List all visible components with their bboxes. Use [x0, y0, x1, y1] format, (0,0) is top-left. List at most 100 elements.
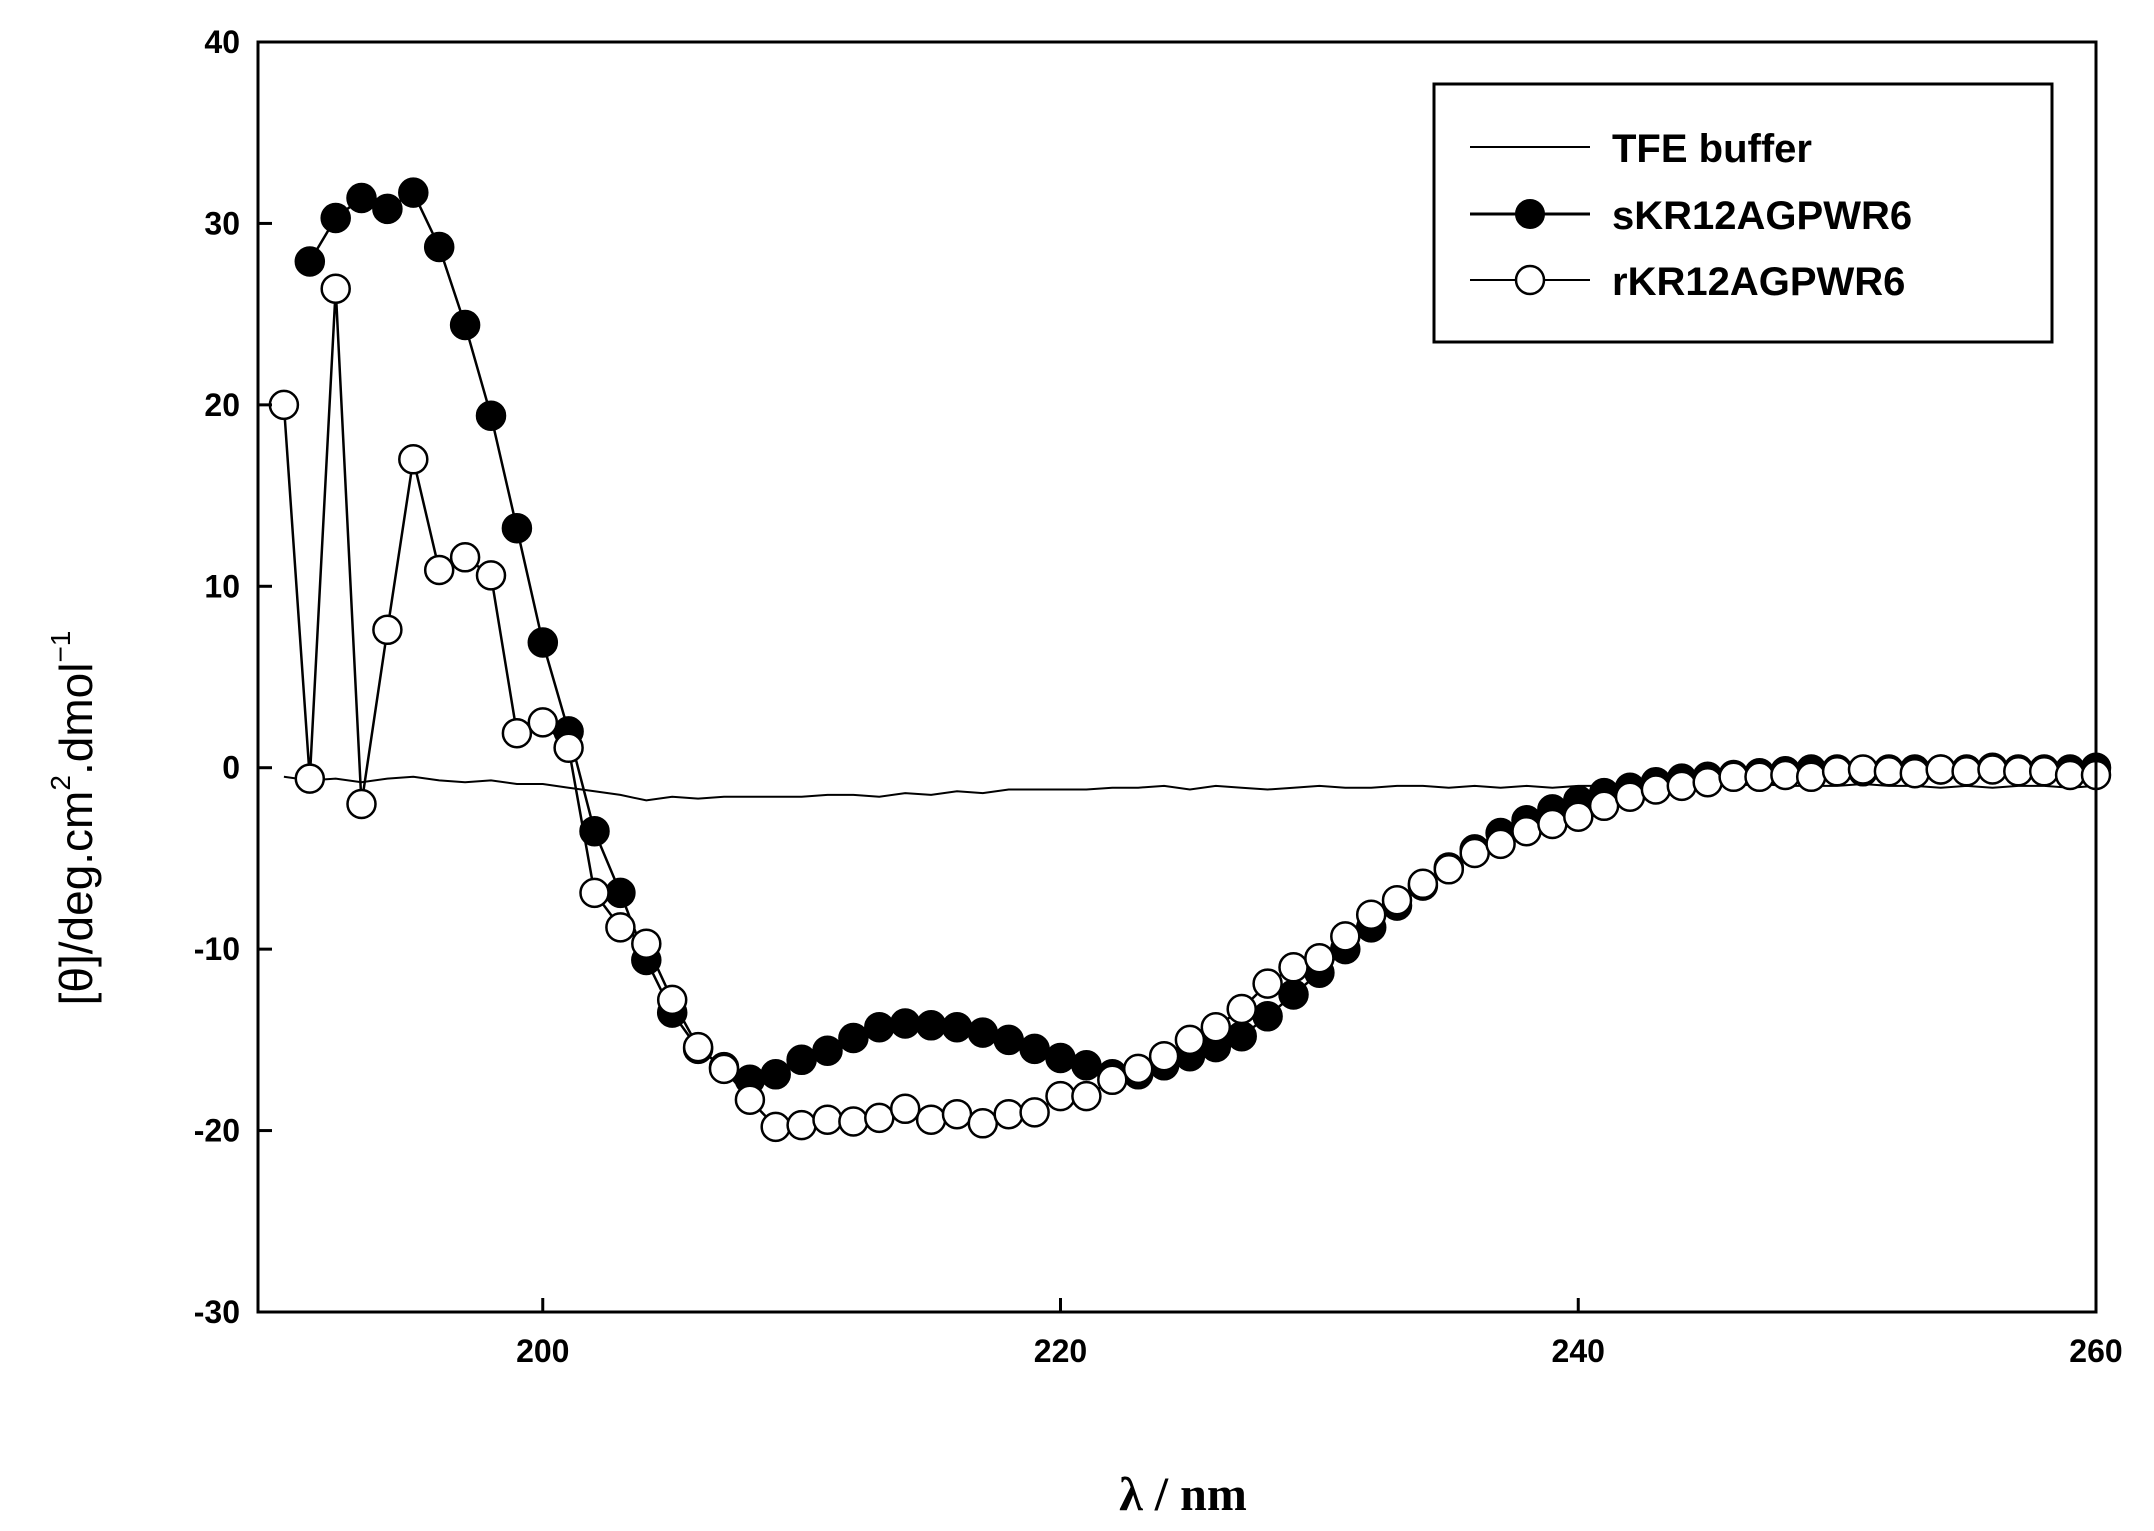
data-point: [605, 912, 636, 943]
legend-label-tfe-buffer: TFE buffer: [1612, 127, 1812, 171]
data-point: [423, 554, 455, 586]
data-point: [1097, 1064, 1128, 1096]
data-point: [1019, 1033, 1050, 1065]
data-point: [1071, 1080, 1102, 1112]
svg-text:[θ]/deg.cm2.dmol−1: [θ]/deg.cm2.dmol−1: [45, 631, 102, 1006]
data-point: [838, 1106, 869, 1137]
data-point: [372, 193, 403, 225]
data-point: [631, 928, 662, 959]
legend-label-skr12agpwr6: sKR12AGPWR6: [1612, 194, 1912, 238]
data-point: [423, 231, 455, 263]
y-tick-label: 30: [204, 205, 240, 241]
data-point: [1226, 1020, 1257, 1052]
data-point: [1278, 979, 1309, 1010]
data-point: [501, 512, 533, 544]
data-point: [708, 1053, 740, 1085]
data-point: [1485, 828, 1516, 860]
data-point: [1899, 757, 1931, 789]
data-point: [553, 732, 584, 764]
y-axis-title-main: [θ]/deg.cm: [50, 791, 102, 1006]
data-point: [579, 877, 610, 909]
data-point: [1977, 754, 2008, 785]
data-point: [1071, 1050, 1102, 1081]
data-point: [2003, 756, 2034, 787]
data-point: [1433, 854, 1465, 885]
data-point: [1588, 790, 1620, 822]
legend: TFE buffer sKR12AGPWR6 rKR12AGPWR6: [1432, 82, 2054, 344]
data-point: [1226, 993, 1257, 1025]
y-tick-label: 0: [222, 750, 240, 786]
data-point: [1847, 754, 1879, 785]
data-point: [501, 717, 533, 749]
data-point: [1925, 754, 1956, 785]
data-point: [1640, 774, 1672, 805]
data-point: [527, 707, 559, 738]
x-tick-label: 220: [1034, 1333, 1087, 1369]
data-point: [941, 1011, 973, 1043]
data-point: [1744, 761, 1775, 793]
data-point: [1045, 1080, 1076, 1112]
data-point: [1770, 759, 1801, 791]
data-point: [1330, 921, 1361, 952]
data-point: [656, 984, 688, 1016]
data-point: [1821, 756, 1853, 787]
data-point: [864, 1011, 895, 1043]
y-axis-title-superscript-2: 2: [45, 775, 76, 791]
data-point: [1614, 781, 1646, 812]
data-point: [1174, 1024, 1206, 1056]
y-axis-title: [θ]/deg.cm2.dmol−1: [45, 631, 102, 1006]
legend-marker-open-circle: [1514, 264, 1546, 296]
data-point: [1122, 1053, 1154, 1085]
data-point: [1381, 884, 1413, 916]
plot-area-frame: [256, 40, 2098, 1314]
data-point: [786, 1044, 817, 1076]
data-point: [682, 1031, 714, 1063]
data-point: [320, 273, 351, 304]
data-point: [449, 309, 481, 341]
data-point: [1459, 837, 1490, 869]
data-point: [967, 1108, 999, 1139]
data-point: [993, 1098, 1024, 1130]
x-tick-label: 200: [516, 1333, 569, 1369]
data-point: [449, 542, 481, 573]
data-point: [786, 1109, 817, 1141]
data-point: [605, 877, 636, 909]
data-point: [1795, 761, 1827, 793]
data-point: [1019, 1097, 1050, 1128]
y-tick-label: -20: [194, 1113, 240, 1149]
data-point: [1537, 808, 1568, 840]
data-point: [1148, 1040, 1180, 1072]
data-point: [760, 1059, 791, 1090]
y-axis-title-superscript-minus-1: −1: [45, 631, 76, 663]
data-point: [1511, 815, 1542, 847]
data-point: [889, 1093, 921, 1125]
data-point: [1200, 1011, 1232, 1043]
data-point: [1873, 756, 1905, 787]
data-point: [346, 788, 377, 820]
legend-label-rkr12agpwr6: rKR12AGPWR6: [1612, 260, 1905, 304]
x-tick-label: 260: [2069, 1333, 2122, 1369]
y-tick-label: -30: [194, 1294, 240, 1330]
data-point: [2028, 756, 2060, 787]
series-rkr12agpwr6: [268, 273, 2112, 1143]
data-point: [579, 815, 610, 847]
data-point: [1045, 1042, 1076, 1074]
data-point: [527, 627, 559, 658]
data-point: [1252, 1001, 1283, 1032]
x-axis-title: λ / nm: [1119, 1468, 1247, 1521]
data-point: [294, 246, 326, 277]
data-point: [812, 1104, 843, 1135]
x-tick-label: 240: [1552, 1333, 1605, 1369]
y-axis-title-unit: .dmol: [50, 663, 102, 775]
data-point: [1666, 770, 1698, 802]
data-point: [475, 400, 507, 431]
data-point: [1718, 761, 1749, 793]
axes-layer: -30 -20 -10 0 10 20 30 40 200 220 240 260: [194, 24, 2123, 1369]
data-point: [734, 1084, 766, 1115]
data-point: [1692, 766, 1723, 798]
data-point: [268, 389, 300, 421]
data-point: [398, 444, 429, 475]
data-point: [915, 1104, 947, 1135]
data-point: [915, 1010, 947, 1041]
data-point: [320, 202, 351, 234]
